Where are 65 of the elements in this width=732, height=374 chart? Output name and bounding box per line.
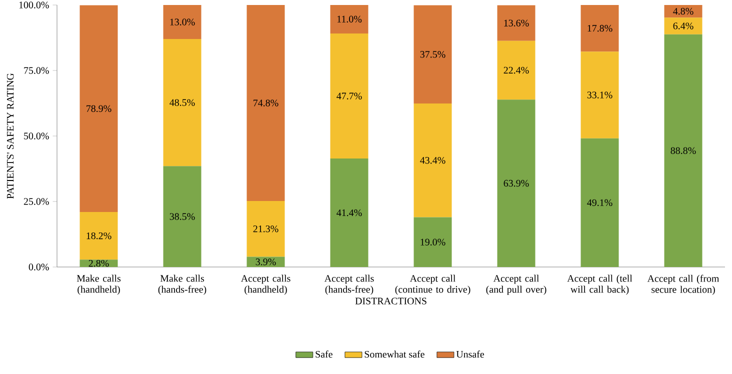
data-label: 13.6% bbox=[504, 20, 529, 26]
bar bbox=[580, 52, 619, 138]
y-tick-label: 75.0% bbox=[24, 67, 49, 74]
x-tick-label: Accept call (and pull over) bbox=[486, 274, 546, 295]
y-tick-label: 50.0% bbox=[24, 132, 49, 140]
bar bbox=[80, 260, 118, 267]
bar bbox=[580, 138, 619, 267]
data-label: 38.5% bbox=[170, 213, 195, 220]
bar bbox=[497, 100, 536, 267]
data-label: 37.5% bbox=[420, 51, 446, 58]
data-label: 41.4% bbox=[336, 209, 362, 216]
data-label: 17.8% bbox=[588, 24, 612, 32]
x-tick-label: Accept call (tell will call back) bbox=[567, 274, 632, 295]
y-tick-label: 0.0% bbox=[28, 264, 49, 270]
bar bbox=[163, 4, 202, 40]
bar bbox=[330, 4, 368, 34]
data-label: 21.3% bbox=[253, 225, 278, 232]
data-label: 33.1% bbox=[587, 92, 612, 98]
data-label: 78.9% bbox=[86, 105, 112, 112]
x-axis-title: DISTRACTIONS bbox=[355, 298, 426, 304]
bar bbox=[580, 4, 619, 52]
bar bbox=[414, 104, 452, 218]
bar bbox=[330, 34, 368, 159]
bar bbox=[497, 5, 536, 41]
x-tick-label: Accept calls (handheld) bbox=[240, 274, 290, 295]
bar bbox=[246, 4, 285, 201]
x-tick-label: Make calls (hands-free) bbox=[158, 274, 206, 295]
data-label: 18.2% bbox=[86, 232, 112, 240]
data-label: 11.0% bbox=[337, 16, 362, 23]
bar bbox=[664, 34, 702, 267]
bar bbox=[664, 18, 702, 34]
x-tick-label: Make calls (handheld) bbox=[76, 274, 121, 295]
bar bbox=[664, 4, 702, 18]
bar bbox=[163, 39, 202, 166]
data-label: 4.8% bbox=[673, 8, 694, 15]
legend-label: Somewhat safe bbox=[364, 350, 424, 358]
legend-label: Unsafe bbox=[456, 350, 484, 358]
data-label: 47.7% bbox=[336, 92, 362, 100]
data-label: 48.5% bbox=[170, 99, 195, 106]
data-label: 22.4% bbox=[504, 66, 529, 74]
data-label: 13.0% bbox=[170, 18, 195, 26]
bar bbox=[330, 158, 368, 267]
data-label: 43.4% bbox=[420, 156, 446, 164]
bar bbox=[163, 166, 202, 267]
bar bbox=[414, 5, 452, 104]
data-label: 49.1% bbox=[587, 199, 612, 206]
x-tick-label: Accept calls (hands-free) bbox=[324, 274, 374, 295]
bar bbox=[80, 212, 118, 260]
bar bbox=[80, 5, 118, 212]
data-label: 74.8% bbox=[254, 100, 278, 106]
y-tick-label: 25.0% bbox=[24, 198, 49, 205]
data-label: 88.8% bbox=[670, 147, 696, 154]
legend-label: Safe bbox=[316, 350, 332, 358]
x-tick-label: Accept call (from secure location) bbox=[647, 274, 720, 295]
data-label: 2.8% bbox=[88, 260, 109, 267]
data-label: 3.9% bbox=[256, 258, 276, 266]
bar bbox=[246, 200, 285, 257]
data-label: 63.9% bbox=[504, 180, 529, 187]
y-tick-label: 100.0% bbox=[19, 2, 49, 8]
data-label: 6.4% bbox=[673, 22, 694, 30]
bar bbox=[497, 40, 536, 100]
x-tick-label: Accept call (continue to drive) bbox=[395, 274, 470, 295]
data-label: 19.0% bbox=[420, 238, 446, 246]
y-axis-title: PATIENTS' SAFETY RATING bbox=[6, 73, 14, 199]
bar bbox=[414, 217, 452, 267]
